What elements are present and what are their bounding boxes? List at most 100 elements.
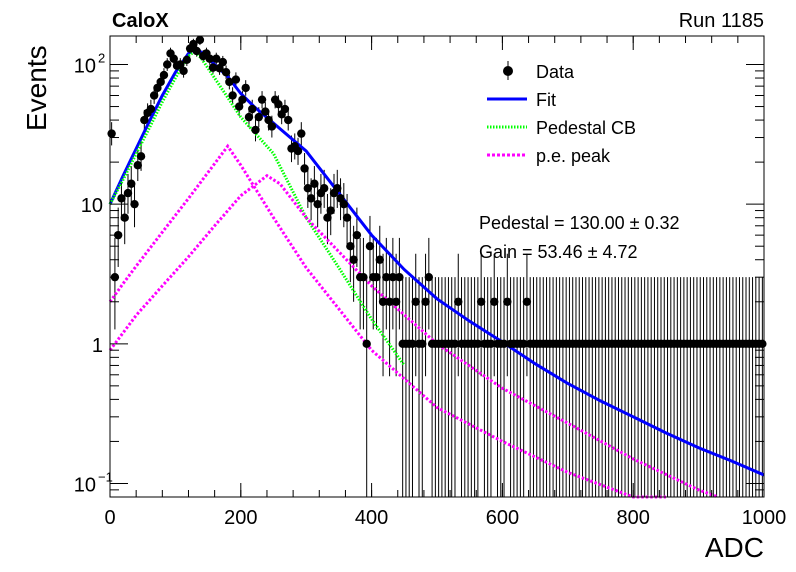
x-axis-title: ADC xyxy=(705,532,764,563)
data-point xyxy=(127,179,136,188)
data-point xyxy=(503,297,512,306)
data-point xyxy=(221,68,231,77)
data-point xyxy=(323,213,332,222)
data-point xyxy=(257,95,267,104)
error-bars xyxy=(109,36,765,497)
data-point xyxy=(486,339,496,349)
data-point xyxy=(251,125,260,135)
x-tick-label: 600 xyxy=(486,507,519,529)
data-point xyxy=(218,57,228,67)
data-point xyxy=(159,70,169,80)
data-point xyxy=(107,129,116,138)
data-point xyxy=(303,184,313,193)
data-point xyxy=(212,54,221,63)
data-point xyxy=(418,339,427,349)
data-point xyxy=(365,241,375,251)
y-tick-exponent: 2 xyxy=(98,51,105,66)
data-point xyxy=(140,115,149,125)
data-point xyxy=(179,66,188,76)
data-point xyxy=(205,54,214,63)
data-point xyxy=(300,164,309,173)
data-point xyxy=(313,199,322,209)
legend-label-data: Data xyxy=(536,62,575,82)
data-point xyxy=(267,122,277,131)
data-point xyxy=(133,161,142,170)
data-point xyxy=(176,60,185,69)
data-point xyxy=(372,272,381,282)
data-point xyxy=(238,95,247,104)
data-point xyxy=(388,272,398,282)
data-point xyxy=(342,213,352,222)
data-point xyxy=(326,206,335,215)
data-point xyxy=(297,129,306,138)
data-point xyxy=(261,107,270,116)
series-line-3 xyxy=(108,143,666,499)
data-point xyxy=(195,35,205,45)
data-point xyxy=(454,297,463,306)
data-point xyxy=(375,255,384,264)
data-point xyxy=(228,91,237,100)
plot-frame xyxy=(109,35,765,498)
run-label: Run 1185 xyxy=(679,10,764,32)
data-point xyxy=(293,146,303,156)
legend-label-fit: Fit xyxy=(536,90,556,110)
data-point xyxy=(234,102,244,111)
data-point xyxy=(146,104,156,114)
data-point xyxy=(248,104,257,114)
x-tick-label: 1000 xyxy=(742,507,787,529)
data-point xyxy=(264,115,273,125)
data-point xyxy=(169,54,178,63)
data-point xyxy=(231,75,241,84)
data-point xyxy=(362,339,371,349)
data-point xyxy=(208,63,218,72)
data-point xyxy=(476,297,486,306)
data-point xyxy=(333,184,342,193)
x-tick-label: 800 xyxy=(617,507,650,529)
data-point xyxy=(319,184,329,193)
legend: Data Fit Pedestal CB p.e. peak xyxy=(487,61,636,166)
data-point xyxy=(424,272,434,282)
data-point xyxy=(408,339,417,349)
data-point xyxy=(306,194,316,203)
data-point xyxy=(156,77,165,87)
data-point xyxy=(280,104,290,114)
data-point xyxy=(192,46,201,56)
x-tick-label: 200 xyxy=(224,507,257,529)
data-point xyxy=(163,60,172,69)
y-tick-exponent: −1 xyxy=(98,469,113,484)
y-tick-label: 10 xyxy=(74,56,96,78)
y-tick-label: 10 xyxy=(74,474,96,496)
data-point xyxy=(136,152,146,161)
data-point xyxy=(149,91,159,100)
legend-data-marker xyxy=(503,61,513,80)
y-axis-title: Events xyxy=(21,45,52,131)
data-point xyxy=(274,99,283,109)
data-point xyxy=(346,241,355,251)
y-tick-label: 10 xyxy=(81,195,103,217)
legend-label-pedestal: Pedestal CB xyxy=(536,118,636,138)
data-point xyxy=(189,39,198,49)
x-tick-label: 0 xyxy=(104,507,115,529)
fit-curves xyxy=(108,46,765,499)
series-line-1 xyxy=(108,46,765,477)
x-tick-label: 400 xyxy=(355,507,388,529)
data-point xyxy=(359,272,368,282)
data-point xyxy=(244,112,254,122)
experiment-label: CaloX xyxy=(112,10,169,32)
data-point xyxy=(450,339,460,349)
data-point xyxy=(391,297,401,306)
fit-gain-text: Gain = 53.46 ± 4.72 xyxy=(479,242,638,262)
data-point xyxy=(499,339,509,349)
data-point xyxy=(349,255,358,264)
data-point xyxy=(519,339,528,349)
data-point xyxy=(225,77,234,87)
y-tick-label: 1 xyxy=(92,335,103,357)
series-line-4 xyxy=(108,173,719,499)
data-point xyxy=(421,297,430,306)
data-point xyxy=(522,297,532,306)
data-point xyxy=(120,213,129,222)
data-point xyxy=(490,297,499,306)
data-point xyxy=(382,272,391,282)
